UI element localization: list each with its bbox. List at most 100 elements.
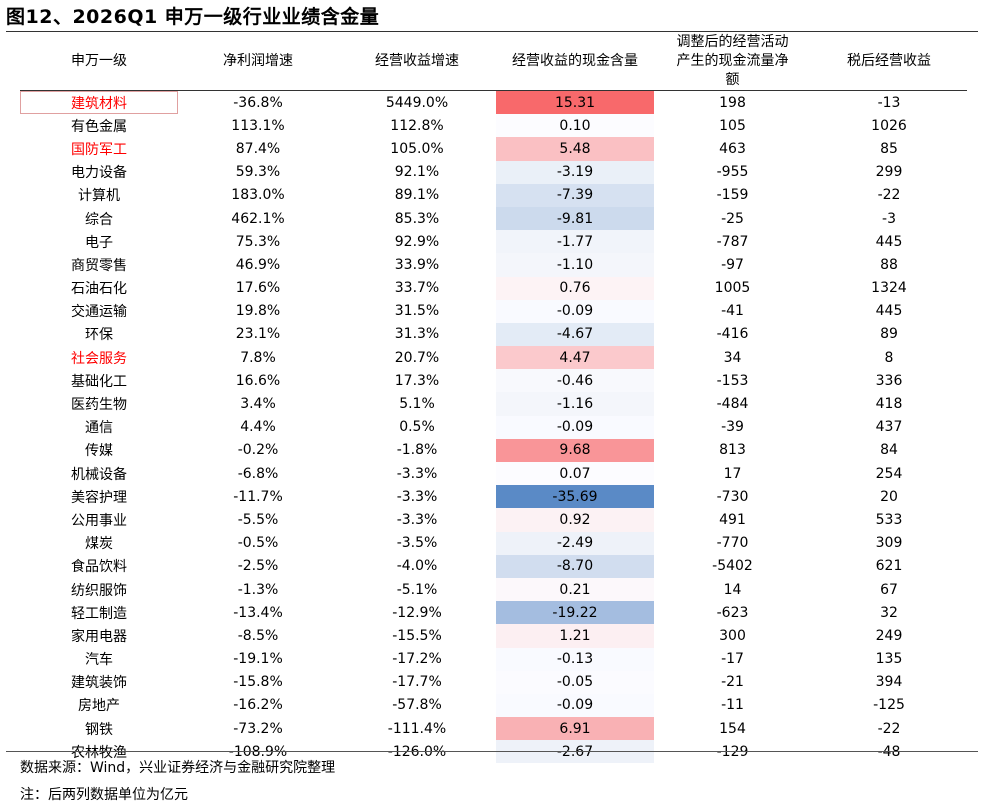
table-row: 电力设备 59.3% 92.1% -3.19 -955 299 <box>20 160 967 184</box>
cash-content-cell: -0.13 <box>496 647 654 671</box>
op-income-cell: 8 <box>884 349 894 366</box>
op-income-cell: 20 <box>880 488 898 505</box>
adjusted-cashflow-cell: 300 <box>719 627 746 644</box>
industry-name-cell: 环保 <box>85 327 113 344</box>
cash-content-cell: -0.09 <box>496 415 654 439</box>
op-income-cell: 135 <box>875 651 903 668</box>
cash-content-cell: 4.47 <box>496 346 654 370</box>
op-income-cell: 84 <box>880 442 898 459</box>
op-income-cell: 249 <box>875 627 903 644</box>
op-growth-cell: 89.1% <box>394 187 440 204</box>
industry-name-cell: 建筑装饰 <box>71 675 127 692</box>
adjusted-cashflow-cell: -25 <box>721 210 744 227</box>
adjusted-cashflow-cell: -21 <box>721 674 744 691</box>
cash-content-cell: -3.19 <box>496 160 654 184</box>
op-growth-cell: 5.1% <box>399 396 435 413</box>
header-profit-growth: 净利润增速 <box>178 33 338 91</box>
cash-content-cell: 0.76 <box>496 276 654 300</box>
adjusted-cashflow-cell: -97 <box>721 256 744 273</box>
op-income-cell: 309 <box>875 535 903 552</box>
op-income-cell: -13 <box>877 94 901 111</box>
op-income-cell: 88 <box>880 256 898 273</box>
op-income-cell: 85 <box>880 140 898 157</box>
table-row: 公用事业 -5.5% -3.3% 0.92 491 533 <box>20 508 967 532</box>
profit-growth-cell: -73.2% <box>233 720 283 737</box>
op-income-cell: -22 <box>877 187 901 204</box>
industry-name-cell: 轻工制造 <box>71 605 127 622</box>
table-row: 纺织服饰 -1.3% -5.1% 0.21 14 67 <box>20 577 967 602</box>
op-growth-cell: -3.5% <box>396 535 438 552</box>
table-row: 煤炭 -0.5% -3.5% -2.49 -770 309 <box>20 531 967 555</box>
profit-growth-cell: -2.5% <box>237 558 279 575</box>
adjusted-cashflow-cell: 463 <box>719 140 746 157</box>
profit-growth-cell: -36.8% <box>233 94 283 111</box>
cash-content-cell: -8.70 <box>496 554 654 578</box>
header-op-income: 税后经营收益 <box>811 33 967 91</box>
op-income-cell: 254 <box>875 465 903 482</box>
adjusted-cashflow-cell: 17 <box>723 465 742 482</box>
industry-name-cell: 计算机 <box>78 188 120 205</box>
op-growth-cell: 17.3% <box>394 372 440 389</box>
op-growth-cell: -57.8% <box>392 697 442 714</box>
op-growth-cell: 5449.0% <box>385 94 449 111</box>
op-growth-cell: -12.9% <box>392 604 442 621</box>
op-income-cell: 621 <box>875 558 903 575</box>
cash-content-cell: -0.05 <box>496 670 654 694</box>
op-growth-cell: -1.8% <box>396 442 438 459</box>
adjusted-cashflow-cell: 105 <box>719 117 746 134</box>
op-growth-cell: 33.7% <box>394 280 440 297</box>
table-row: 通信 4.4% 0.5% -0.09 -39 437 <box>20 415 967 439</box>
table-row: 机械设备 -6.8% -3.3% 0.07 17 254 <box>20 462 967 486</box>
op-income-cell: 437 <box>875 419 903 436</box>
adjusted-cashflow-cell: -623 <box>716 604 749 621</box>
industry-name-cell: 石油石化 <box>71 281 127 298</box>
industry-name-cell: 有色金属 <box>71 118 127 135</box>
op-income-cell: -3 <box>882 210 896 227</box>
industry-name-cell: 电力设备 <box>71 165 127 182</box>
op-growth-cell: 112.8% <box>390 117 444 134</box>
op-growth-cell: -111.4% <box>387 720 447 737</box>
table-row: 房地产 -16.2% -57.8% -0.09 -11 -125 <box>20 693 967 718</box>
header-industry: 申万一级 <box>20 33 178 91</box>
cash-content-cell: -7.39 <box>496 183 654 207</box>
industry-name-cell: 医药生物 <box>71 397 127 414</box>
cash-content-cell: -0.09 <box>496 693 654 718</box>
cash-content-cell: -0.46 <box>496 369 654 393</box>
adjusted-cashflow-cell: -730 <box>716 488 749 505</box>
profit-growth-cell: -11.7% <box>233 488 283 505</box>
op-income-cell: 445 <box>875 303 903 320</box>
cash-content-cell: -35.69 <box>496 485 654 509</box>
industry-name-cell: 基础化工 <box>71 373 127 390</box>
op-growth-cell: 31.3% <box>394 326 440 343</box>
op-income-cell: -22 <box>877 720 901 737</box>
adjusted-cashflow-cell: 154 <box>719 720 746 737</box>
adjusted-cashflow-cell: -416 <box>716 326 749 343</box>
adjusted-cashflow-cell: 14 <box>723 581 742 598</box>
table-row: 医药生物 3.4% 5.1% -1.16 -484 418 <box>20 392 967 416</box>
cash-content-cell: 5.48 <box>496 137 654 161</box>
adjusted-cashflow-cell: 34 <box>723 349 742 366</box>
cash-content-cell: 9.68 <box>496 438 654 462</box>
cash-content-cell: 0.07 <box>496 462 654 486</box>
adjusted-cashflow-cell: 1005 <box>714 280 751 297</box>
industry-name-cell: 美容护理 <box>71 489 127 506</box>
op-income-cell: 418 <box>875 396 903 413</box>
op-growth-cell: 33.9% <box>394 256 440 273</box>
profit-growth-cell: -19.1% <box>233 651 283 668</box>
op-income-cell: 445 <box>875 233 903 250</box>
cash-content-cell: -9.81 <box>496 206 654 231</box>
op-income-cell: 32 <box>880 604 898 621</box>
profit-growth-cell: 462.1% <box>231 210 285 227</box>
industry-name-cell: 煤炭 <box>85 536 113 553</box>
adjusted-cashflow-cell: -159 <box>716 187 749 204</box>
table-row: 综合 462.1% 85.3% -9.81 -25 -3 <box>20 206 967 231</box>
profit-growth-cell: -0.5% <box>237 535 279 552</box>
cash-content-cell: 1.21 <box>496 624 654 648</box>
adjusted-cashflow-cell: -484 <box>716 396 749 413</box>
profit-growth-cell: -13.4% <box>233 604 283 621</box>
cash-content-cell: 0.21 <box>496 577 654 602</box>
table-row: 石油石化 17.6% 33.7% 0.76 1005 1324 <box>20 276 967 300</box>
adjusted-cashflow-cell: -5402 <box>712 558 753 575</box>
adjusted-cashflow-cell: -153 <box>716 372 749 389</box>
industry-name-cell: 纺织服饰 <box>71 582 127 599</box>
